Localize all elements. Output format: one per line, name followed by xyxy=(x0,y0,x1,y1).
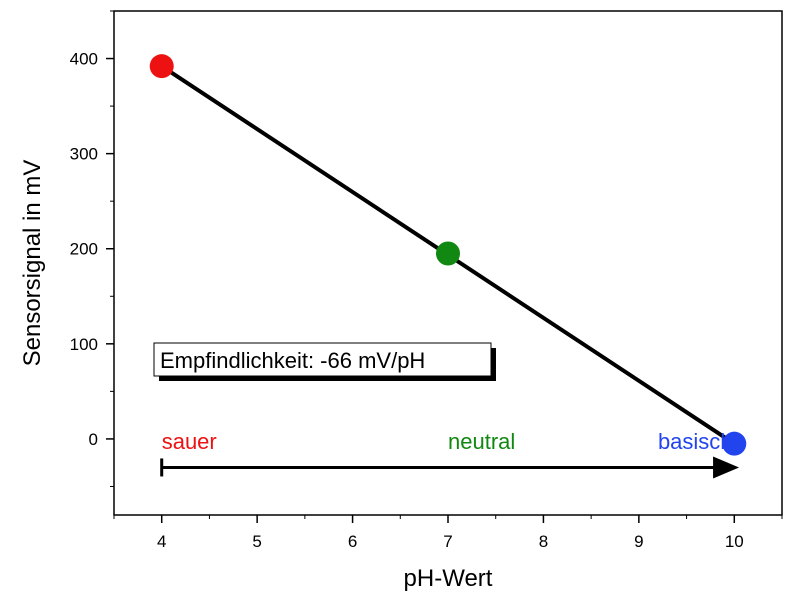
data-point xyxy=(722,431,747,456)
y-tick-label: 100 xyxy=(70,335,98,354)
scale-arrow-head xyxy=(713,456,740,479)
y-tick-label: 300 xyxy=(70,145,98,164)
x-tick-label: 8 xyxy=(539,532,548,551)
x-tick-label: 9 xyxy=(634,532,643,551)
x-tick-label: 5 xyxy=(252,532,261,551)
y-tick-label: 400 xyxy=(70,50,98,69)
x-tick-label: 6 xyxy=(348,532,357,551)
annotation-frame xyxy=(153,342,492,377)
x-tick-label: 10 xyxy=(725,532,744,551)
chart-marks xyxy=(149,54,747,456)
x-tick-label: 4 xyxy=(157,532,166,551)
y-axis-title: Sensorsignal in mV xyxy=(19,160,46,367)
data-point xyxy=(436,241,460,266)
scale-label: neutral xyxy=(448,429,515,454)
x-tick-label: 7 xyxy=(443,532,452,551)
data-point xyxy=(149,54,174,79)
x-axis-title: pH-Wert xyxy=(404,565,493,592)
y-tick-label: 200 xyxy=(70,240,98,259)
scale-label: sauer xyxy=(162,429,217,454)
annotation-text: Empfindlichkeit: -66 mV/pH xyxy=(160,348,425,373)
scale-label: basisch xyxy=(658,429,733,454)
ph-scale: sauer neutral basisch xyxy=(160,429,740,479)
annotation-box: Empfindlichkeit: -66 mV/pH xyxy=(153,342,496,381)
y-tick-label: 0 xyxy=(89,430,98,449)
tick-marks xyxy=(106,10,783,523)
